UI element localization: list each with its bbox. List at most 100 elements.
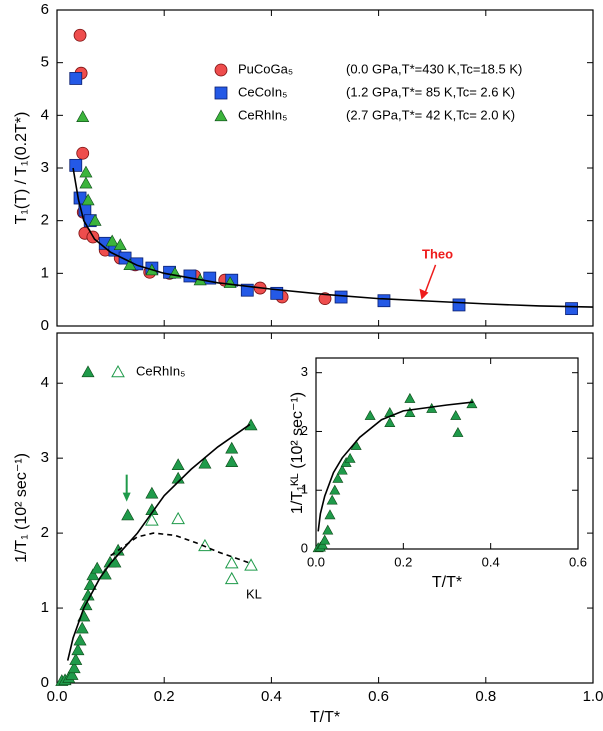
x-tick-label: 0.0 — [47, 688, 68, 705]
x-tick-label: 0.4 — [261, 688, 282, 705]
data-point — [322, 524, 334, 535]
legend-marker — [214, 109, 228, 122]
legend-label: CeCoIn₅ — [238, 84, 287, 99]
data-point — [88, 214, 102, 226]
data-point — [67, 661, 81, 674]
legend-marker — [111, 364, 125, 378]
data-point — [121, 508, 135, 521]
data-point — [244, 418, 258, 431]
dashed-curve — [110, 532, 251, 564]
data-point — [69, 653, 83, 665]
data-point — [79, 176, 93, 189]
data-point — [86, 568, 100, 581]
x-tick-label: 0.0 — [307, 554, 325, 569]
legend-label: PuCoGa₅ — [238, 61, 293, 76]
plot-frame — [315, 357, 579, 550]
y-axis-label: T₁(T) / T₁(0.2T*) — [13, 112, 30, 225]
data-point — [75, 621, 89, 634]
legend-marker — [214, 63, 228, 77]
y-tick-label: 4 — [41, 106, 49, 123]
data-point — [332, 472, 344, 483]
data-point — [171, 511, 185, 525]
x-tick-label: 0.2 — [154, 688, 175, 705]
y-tick-label: 3 — [41, 159, 49, 176]
y-tick-label: 4 — [41, 374, 49, 391]
x-tick-label: 0.8 — [475, 688, 496, 705]
arrow-head — [419, 288, 429, 300]
data-point — [81, 193, 95, 206]
data-point — [466, 398, 478, 409]
data-point — [404, 392, 416, 403]
legend-note: (0.0 GPa,T*=430 K,Tc=18.5 K) — [346, 61, 522, 76]
legend-label: CeRhIn₅ — [136, 363, 185, 378]
y-tick-label: 3 — [301, 364, 308, 379]
fit-curve — [317, 401, 474, 532]
data-point — [105, 234, 119, 247]
data-point — [198, 538, 212, 552]
y-tick-label: 6 — [41, 1, 49, 18]
y-tick-label: 0 — [41, 674, 49, 691]
legend-note: (1.2 GPa,T*= 85 K,Tc= 2.6 K) — [346, 84, 515, 99]
data-point — [324, 509, 336, 520]
y-tick-label: 0 — [301, 540, 308, 555]
x-tick-label: 0.6 — [368, 688, 389, 705]
data-point — [364, 409, 376, 420]
data-point — [145, 486, 159, 499]
fit-curve — [66, 423, 251, 661]
arrow-head — [122, 492, 131, 502]
data-point — [71, 643, 85, 656]
data-point — [123, 258, 137, 271]
data-point — [377, 294, 391, 308]
data-point — [65, 668, 79, 680]
data-point — [450, 409, 462, 420]
y-tick-label: 3 — [41, 449, 49, 466]
data-point — [404, 407, 416, 417]
data-point — [318, 292, 332, 306]
data-point — [69, 72, 83, 85]
y-axis-label: 1/T₁ᴷᴸ (10² sec⁻¹) — [289, 392, 306, 514]
data-point — [329, 484, 341, 495]
data-point — [224, 571, 239, 585]
y-tick-label: 2 — [41, 212, 49, 229]
legend-marker — [214, 86, 228, 100]
data-point — [319, 534, 331, 545]
x-tick-label: 0.2 — [394, 554, 412, 569]
y-tick-label: 1 — [41, 264, 49, 281]
data-point — [183, 269, 197, 283]
curve-label: KL — [246, 587, 262, 602]
curve-label: Theo — [422, 246, 453, 261]
data-point — [384, 417, 396, 427]
data-point — [225, 441, 239, 454]
data-point — [171, 458, 185, 471]
x-tick-label: 1.0 — [583, 688, 603, 705]
data-point — [90, 561, 104, 574]
x-axis-label: T/T* — [310, 709, 340, 726]
data-point — [336, 464, 348, 475]
data-point — [69, 158, 83, 172]
plot-frame — [56, 332, 594, 684]
data-point — [326, 494, 338, 505]
data-point — [244, 558, 258, 571]
inset-background — [316, 358, 578, 549]
legend-note: (2.7 GPa,T*= 42 K,Tc= 2.0 K) — [346, 107, 515, 122]
y-tick-label: 5 — [41, 54, 49, 71]
data-point — [171, 471, 185, 484]
y-tick-label: 2 — [41, 524, 49, 541]
x-tick-label: 0.4 — [482, 554, 500, 569]
data-point — [145, 513, 159, 526]
x-axis-label: T/T* — [432, 574, 462, 591]
data-point — [198, 456, 212, 469]
data-point — [76, 146, 90, 160]
y-tick-label: 2 — [301, 423, 308, 438]
data-point — [452, 427, 464, 437]
x-tick-label: 0.6 — [569, 554, 587, 569]
data-point — [334, 290, 348, 304]
data-point — [73, 633, 87, 646]
data-point — [113, 238, 127, 250]
plot-frame — [56, 9, 594, 327]
data-point — [565, 302, 578, 316]
y-tick-label: 0 — [41, 317, 49, 334]
y-axis-label: 1/T₁ (10² sec⁻¹) — [13, 453, 30, 563]
